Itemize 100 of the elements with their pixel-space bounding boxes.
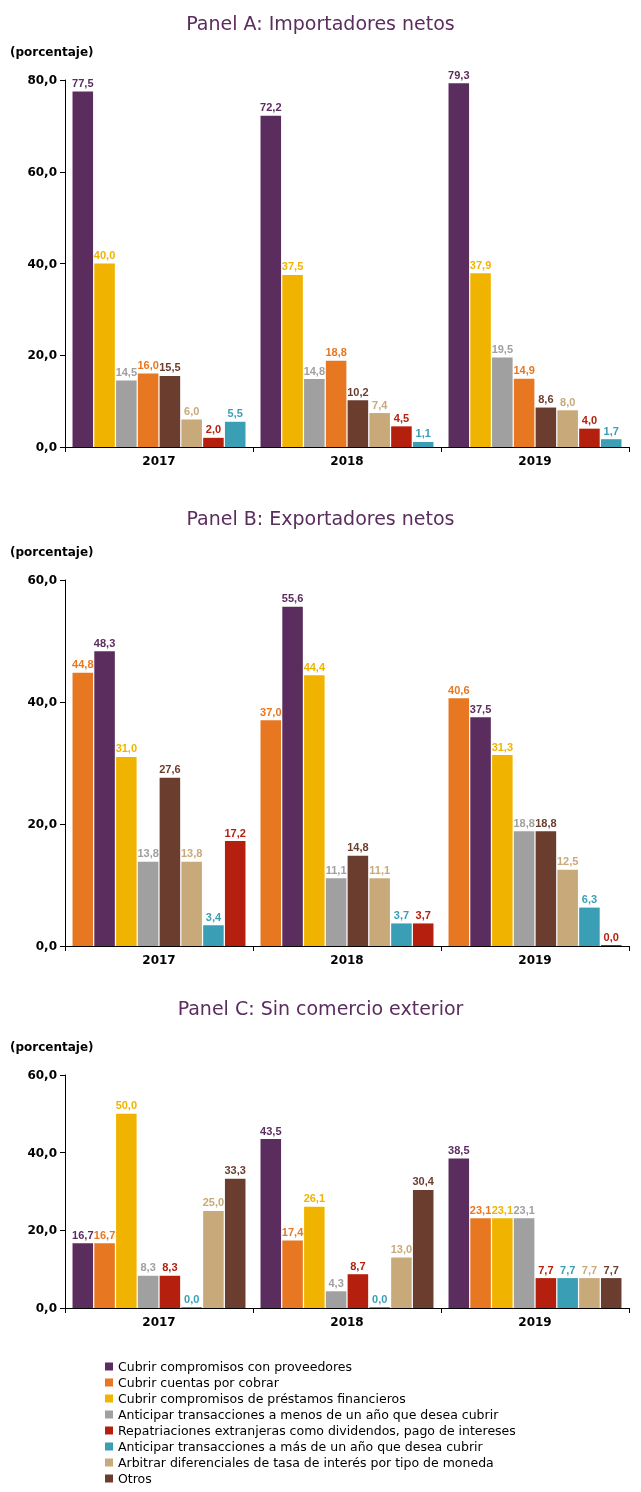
bar (513, 378, 535, 447)
legend-label: Arbitrar diferenciales de tasa de interés por tipo de moneda (118, 1455, 494, 1470)
data-label: 40,0 (93, 249, 116, 261)
chart-title: Panel B: Exportadores netos (186, 506, 455, 529)
data-label: 18,8 (325, 346, 347, 359)
y-tick-label: 40,0 (27, 695, 57, 709)
data-label: 30,4 (412, 1175, 435, 1188)
data-label: 79,3 (448, 68, 470, 81)
y-tick-label: 60,0 (27, 1068, 57, 1082)
data-label: 7,7 (538, 1263, 554, 1276)
data-label: 6,3 (581, 893, 598, 906)
bar (116, 756, 137, 946)
data-label: 5,5 (227, 407, 243, 420)
bar (203, 437, 224, 447)
data-label: 7,7 (560, 1263, 576, 1276)
data-label: 14,9 (513, 364, 535, 377)
bar (369, 413, 390, 447)
data-label: 4,0 (581, 414, 598, 427)
data-label: 11,1 (325, 863, 347, 876)
bar (304, 1206, 325, 1308)
data-label: 0,0 (184, 1292, 200, 1305)
y-axis-title: (porcentaje) (10, 45, 94, 59)
data-label: 8,3 (140, 1261, 156, 1274)
x-tick-label: 2017 (142, 454, 176, 468)
data-label: 12,5 (556, 855, 579, 868)
bar (224, 1178, 246, 1308)
y-tick-label: 0,0 (35, 1301, 57, 1315)
bar (72, 672, 94, 946)
bar (203, 925, 224, 946)
bar (412, 1189, 434, 1308)
data-label: 7,4 (372, 398, 389, 411)
bar (72, 1243, 94, 1308)
data-label: 8,0 (560, 395, 576, 408)
data-label: 14,8 (347, 841, 369, 854)
data-label: 8,7 (350, 1259, 366, 1272)
data-label: 7,7 (603, 1263, 619, 1276)
chart-title: Panel C: Sin comercio exterior (177, 996, 464, 1019)
data-label: 1,1 (415, 427, 431, 440)
x-tick-label: 2018 (330, 454, 364, 468)
bar (72, 91, 94, 447)
data-label: 17,2 (224, 826, 246, 839)
bar (492, 357, 513, 447)
data-label: 44,4 (303, 660, 326, 673)
legend-label: Cubrir compromisos de préstamos financieros (118, 1391, 406, 1406)
bar (260, 1139, 282, 1308)
y-axis-title: (porcentaje) (10, 545, 94, 559)
data-label: 2,0 (205, 423, 222, 436)
bar (282, 274, 303, 447)
legend-label: Cubrir compromisos con proveedores (118, 1359, 353, 1374)
data-label: 1,7 (603, 424, 619, 437)
data-label: 7,7 (581, 1263, 598, 1276)
data-label: 10,2 (347, 385, 369, 398)
bar (448, 83, 470, 447)
bar (325, 1291, 347, 1308)
legend-label: Repatriaciones extranjeras como dividendos, pago de intereses (118, 1423, 516, 1438)
bar (203, 1210, 224, 1308)
data-label: 37,5 (281, 260, 304, 273)
bar (325, 360, 347, 447)
data-label: 72,2 (260, 101, 282, 114)
data-label: 50,0 (115, 1099, 138, 1112)
bar (492, 755, 513, 946)
data-label: 14,5 (115, 365, 138, 378)
legend-label: Anticipar transacciones a más de un año que desea cubrir (118, 1439, 484, 1454)
x-tick-label: 2019 (518, 953, 552, 967)
data-label: 11,1 (369, 863, 391, 876)
bar (304, 379, 325, 447)
bar (260, 115, 282, 447)
bar (470, 1218, 491, 1308)
y-tick-label: 20,0 (27, 1223, 57, 1238)
data-label: 48,3 (93, 636, 116, 649)
bar (557, 869, 578, 946)
data-label: 13,8 (137, 847, 159, 860)
bar (181, 861, 202, 946)
data-label: 3,4 (205, 910, 222, 923)
bar (260, 720, 282, 946)
chart-title: Panel A: Importadores netos (186, 11, 455, 34)
y-axis-title: (porcentaje) (10, 1040, 94, 1054)
bar (535, 1278, 557, 1308)
bar (557, 1278, 578, 1308)
legend-label: Cubrir cuentas por cobrar (118, 1375, 280, 1390)
y-tick-label: 0,0 (35, 440, 57, 454)
bar (347, 400, 369, 447)
bar (513, 831, 535, 946)
data-label: 23,1 (513, 1203, 535, 1216)
y-tick-label: 40,0 (27, 1145, 57, 1160)
data-label: 55,6 (281, 592, 304, 605)
bar (325, 878, 347, 946)
y-tick-label: 20,0 (27, 348, 57, 363)
data-label: 37,0 (260, 705, 282, 718)
data-label: 4,5 (393, 411, 410, 424)
data-label: 27,6 (159, 763, 181, 776)
bar (137, 1275, 159, 1308)
y-tick-label: 80,0 (27, 73, 57, 87)
data-label: 26,1 (303, 1192, 326, 1205)
data-label: 77,5 (72, 76, 94, 89)
bar (412, 441, 434, 447)
bar (282, 1240, 303, 1308)
bar (579, 428, 600, 447)
data-label: 31,0 (115, 742, 138, 755)
data-label: 15,5 (159, 361, 181, 374)
